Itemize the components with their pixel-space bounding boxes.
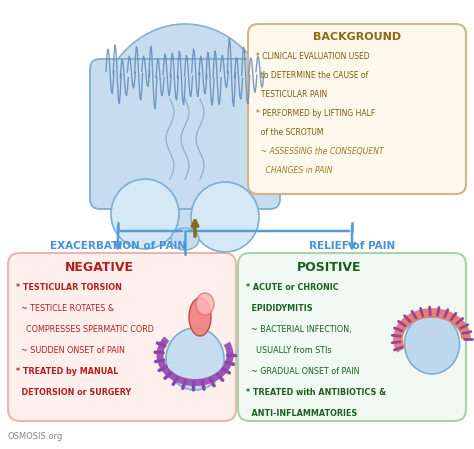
- Text: * ACUTE or CHRONIC: * ACUTE or CHRONIC: [246, 283, 338, 292]
- Text: * TESTICULAR TORSION: * TESTICULAR TORSION: [16, 283, 122, 292]
- FancyBboxPatch shape: [238, 253, 466, 421]
- Text: BACKGROUND: BACKGROUND: [313, 32, 401, 42]
- Text: ~ ASSESSING the CONSEQUENT: ~ ASSESSING the CONSEQUENT: [256, 147, 383, 156]
- Text: TESTICULAR PAIN: TESTICULAR PAIN: [256, 90, 327, 99]
- Text: of the SCROTUM: of the SCROTUM: [256, 128, 323, 137]
- Ellipse shape: [196, 293, 214, 315]
- Ellipse shape: [166, 328, 224, 390]
- Text: * TREATED by MANUAL: * TREATED by MANUAL: [16, 367, 118, 376]
- FancyBboxPatch shape: [248, 24, 466, 194]
- Text: EXACERBATION of PAIN: EXACERBATION of PAIN: [50, 241, 186, 251]
- Text: USUALLY from STIs: USUALLY from STIs: [246, 346, 331, 355]
- FancyBboxPatch shape: [8, 253, 236, 421]
- Text: ~ TESTICLE ROTATES &: ~ TESTICLE ROTATES &: [16, 304, 114, 313]
- Text: * PERFORMED by LIFTING HALF: * PERFORMED by LIFTING HALF: [256, 109, 375, 118]
- Text: POSITIVE: POSITIVE: [297, 261, 362, 274]
- Text: NEGATIVE: NEGATIVE: [64, 261, 134, 274]
- Text: COMPRESSES SPERMATIC CORD: COMPRESSES SPERMATIC CORD: [16, 325, 154, 334]
- Ellipse shape: [111, 179, 179, 249]
- Text: to DETERMINE the CAUSE of: to DETERMINE the CAUSE of: [256, 71, 368, 80]
- Text: RELIEF of PAIN: RELIEF of PAIN: [309, 241, 395, 251]
- Ellipse shape: [191, 182, 259, 252]
- Text: ~ SUDDEN ONSET of PAIN: ~ SUDDEN ONSET of PAIN: [16, 346, 125, 355]
- FancyBboxPatch shape: [90, 59, 280, 209]
- Text: * TREATED with ANTIBIOTICS &: * TREATED with ANTIBIOTICS &: [246, 388, 386, 397]
- Text: OSMOSIS.org: OSMOSIS.org: [8, 432, 63, 441]
- Text: ~ GRADUAL ONSET of PAIN: ~ GRADUAL ONSET of PAIN: [246, 367, 359, 376]
- Text: * CLINICAL EVALUATION USED: * CLINICAL EVALUATION USED: [256, 52, 370, 61]
- Text: DETORSION or SURGERY: DETORSION or SURGERY: [16, 388, 131, 397]
- Text: ~ BACTERIAL INFECTION,: ~ BACTERIAL INFECTION,: [246, 325, 352, 334]
- Text: EPIDIDYMITIS: EPIDIDYMITIS: [246, 304, 313, 313]
- Ellipse shape: [171, 228, 199, 250]
- Ellipse shape: [95, 24, 275, 234]
- Ellipse shape: [404, 314, 459, 374]
- Text: ANTI-INFLAMMATORIES: ANTI-INFLAMMATORIES: [246, 409, 357, 418]
- Ellipse shape: [189, 298, 211, 336]
- Text: CHANGES in PAIN: CHANGES in PAIN: [256, 166, 332, 175]
